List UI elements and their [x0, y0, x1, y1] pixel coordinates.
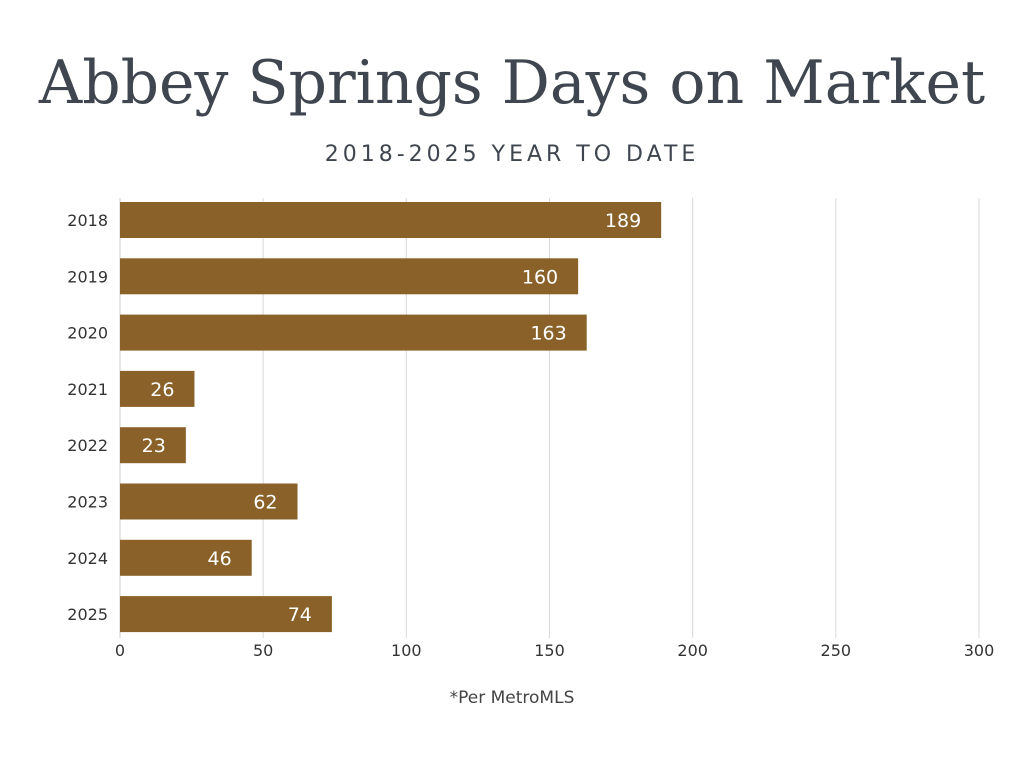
- category-label-2022: 2022: [67, 436, 108, 455]
- x-tick-label-150: 150: [534, 641, 565, 660]
- bar-2020: [120, 314, 587, 351]
- category-label-2021: 2021: [67, 380, 108, 399]
- bar-value-label-2019: 160: [522, 266, 558, 288]
- x-tick-label-50: 50: [253, 641, 273, 660]
- category-label-2018: 2018: [67, 211, 108, 230]
- x-tick-label-250: 250: [821, 641, 852, 660]
- bar-value-label-2018: 189: [605, 210, 641, 232]
- bar-value-label-2023: 62: [253, 492, 277, 514]
- source-footnote: *Per MetroMLS: [449, 688, 575, 708]
- bar-2019: [120, 258, 579, 295]
- category-label-2020: 2020: [67, 324, 108, 343]
- bar-2021: [120, 370, 195, 407]
- bar-2022: [120, 427, 186, 464]
- x-tick-label-100: 100: [391, 641, 422, 660]
- bar-value-label-2025: 74: [288, 604, 312, 626]
- x-tick-label-0: 0: [115, 641, 125, 660]
- x-tick-label-200: 200: [677, 641, 708, 660]
- bar-2018: [120, 202, 662, 238]
- chart-subtitle: 2018-2025 YEAR TO DATE: [324, 142, 700, 167]
- chart-title: Abbey Springs Days on Market: [38, 48, 986, 118]
- bar-2025: [120, 596, 332, 633]
- bar-value-label-2020: 163: [530, 323, 566, 345]
- bar-value-label-2022: 23: [142, 435, 166, 457]
- x-tick-label-300: 300: [964, 641, 995, 660]
- bar-2024: [120, 539, 252, 576]
- bar-2023: [120, 483, 298, 520]
- category-label-2025: 2025: [67, 605, 108, 624]
- bar-value-label-2021: 26: [150, 379, 174, 401]
- category-label-2019: 2019: [67, 267, 108, 286]
- category-label-2024: 2024: [67, 549, 108, 568]
- bar-value-label-2024: 46: [208, 548, 232, 570]
- category-label-2023: 2023: [67, 493, 108, 512]
